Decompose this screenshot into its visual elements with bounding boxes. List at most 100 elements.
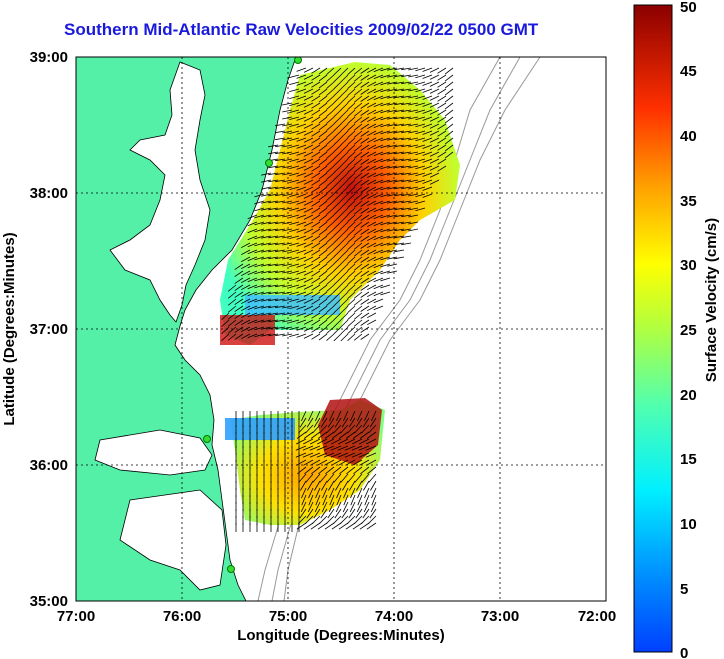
velocity-arrow bbox=[380, 207, 391, 212]
velocity-arrow bbox=[347, 102, 356, 110]
velocity-arrow bbox=[289, 186, 300, 190]
velocity-arrow bbox=[318, 515, 328, 525]
velocity-arrow bbox=[296, 312, 307, 317]
velocity-arrow bbox=[349, 501, 356, 513]
velocity-arrow bbox=[303, 431, 314, 439]
velocity-arrow bbox=[296, 186, 307, 191]
velocity-arrow bbox=[333, 88, 342, 97]
velocity-arrow bbox=[289, 102, 300, 106]
velocity-arrow bbox=[333, 95, 342, 104]
velocity-arrow bbox=[296, 207, 307, 212]
slow-band bbox=[245, 295, 340, 315]
velocity-arrow bbox=[437, 109, 447, 116]
velocity-arrow bbox=[340, 298, 349, 307]
velocity-arrow bbox=[320, 508, 328, 519]
velocity-arrow bbox=[347, 333, 356, 341]
velocity-arrow bbox=[401, 179, 412, 183]
velocity-arrow bbox=[408, 172, 419, 176]
velocity-arrow bbox=[364, 487, 370, 499]
velocity-arrow bbox=[304, 515, 314, 525]
velocity-arrow bbox=[360, 200, 370, 207]
velocity-arrow bbox=[318, 228, 328, 236]
velocity-arrow bbox=[394, 151, 405, 155]
velocity-arrow bbox=[373, 193, 384, 199]
velocity-arrow bbox=[380, 116, 391, 121]
velocity-arrow bbox=[303, 102, 314, 108]
velocity-arrow bbox=[408, 207, 419, 211]
velocity-arrow bbox=[289, 130, 300, 134]
velocity-arrow bbox=[268, 277, 279, 281]
velocity-arrow bbox=[338, 431, 349, 439]
velocity-arrow bbox=[380, 235, 391, 240]
velocity-arrow bbox=[353, 151, 363, 159]
velocity-arrow bbox=[326, 151, 335, 159]
velocity-arrow bbox=[333, 235, 342, 244]
velocity-arrow bbox=[353, 179, 363, 187]
velocity-arrow bbox=[241, 326, 251, 333]
velocity-arrow bbox=[268, 172, 279, 176]
velocity-arrow bbox=[331, 459, 342, 466]
velocity-arrow bbox=[373, 221, 384, 227]
velocity-arrow bbox=[311, 284, 321, 291]
velocity-arrow bbox=[340, 270, 349, 279]
velocity-arrow bbox=[303, 242, 314, 248]
velocity-arrow bbox=[268, 179, 279, 183]
velocity-arrow bbox=[330, 445, 342, 451]
velocity-arrow bbox=[380, 214, 391, 219]
velocity-arrow bbox=[301, 494, 307, 506]
velocity-arrow bbox=[437, 165, 447, 172]
velocity-arrow bbox=[275, 193, 286, 197]
velocity-arrow bbox=[326, 88, 335, 96]
velocity-arrow bbox=[429, 116, 440, 122]
velocity-arrow bbox=[401, 123, 412, 127]
velocity-arrow bbox=[261, 291, 272, 295]
velocity-arrow bbox=[367, 207, 377, 214]
velocity-arrow bbox=[422, 116, 433, 121]
velocity-arrow bbox=[367, 242, 377, 249]
velocity-arrow bbox=[394, 221, 405, 225]
velocity-arrow bbox=[326, 158, 335, 166]
velocity-arrow bbox=[315, 487, 321, 499]
velocity-arrow bbox=[275, 123, 286, 127]
velocity-arrow bbox=[261, 242, 272, 246]
velocity-arrow bbox=[241, 291, 251, 298]
velocity-arrow bbox=[241, 270, 251, 277]
velocity-arrow bbox=[360, 109, 370, 116]
velocity-arrow bbox=[254, 270, 265, 275]
y-tick: 36:00 bbox=[30, 457, 68, 474]
velocity-vectors bbox=[221, 67, 454, 532]
velocity-arrow bbox=[365, 452, 377, 458]
velocity-arrow bbox=[347, 319, 356, 327]
velocity-arrow bbox=[247, 228, 258, 234]
velocity-arrow bbox=[282, 165, 293, 169]
velocity-arrow bbox=[254, 333, 265, 338]
velocity-arrow bbox=[333, 312, 342, 321]
velocity-arrow bbox=[340, 81, 349, 90]
velocity-arrow bbox=[352, 438, 363, 445]
velocity-arrow bbox=[335, 501, 342, 513]
velocity-arrow bbox=[341, 508, 349, 519]
velocity-arrow bbox=[234, 270, 244, 277]
velocity-arrow bbox=[361, 473, 370, 483]
velocity-arrow bbox=[345, 522, 356, 530]
velocity-arrow bbox=[295, 445, 307, 451]
velocity-arrow bbox=[282, 158, 293, 162]
velocity-arrow bbox=[353, 158, 363, 166]
velocity-arrow bbox=[367, 312, 377, 319]
velocity-arrow bbox=[333, 151, 342, 160]
red-core-south bbox=[318, 398, 382, 465]
velocity-arrow bbox=[332, 515, 342, 525]
velocity-arrow bbox=[326, 312, 335, 320]
velocity-arrow bbox=[322, 494, 328, 506]
velocity-arrow bbox=[275, 130, 286, 134]
velocity-arrow bbox=[282, 116, 293, 120]
velocity-arrow bbox=[360, 207, 370, 214]
velocity-arrow bbox=[275, 291, 286, 295]
velocity-arrow bbox=[310, 522, 321, 530]
velocity-arrow bbox=[289, 144, 300, 148]
velocity-arrow bbox=[311, 235, 321, 242]
velocity-arrow bbox=[444, 116, 454, 124]
velocity-arrow bbox=[326, 137, 335, 145]
velocity-arrow bbox=[261, 249, 272, 253]
velocity-arrow bbox=[298, 473, 307, 483]
